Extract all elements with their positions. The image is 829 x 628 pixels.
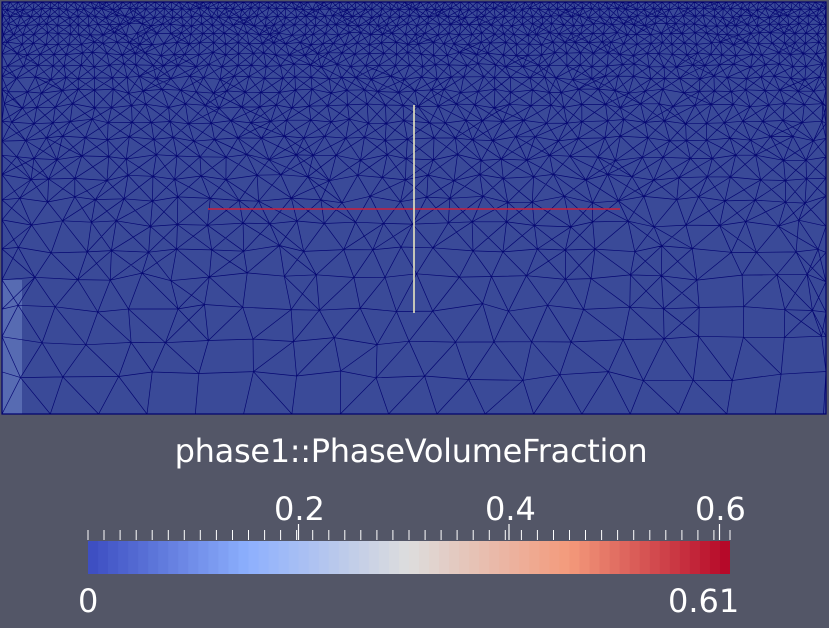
color-legend-bin: [719, 541, 730, 574]
color-legend-bin: [308, 541, 320, 574]
color-legend-tick-label: 0.2: [274, 490, 325, 528]
color-legend-bin: [108, 541, 119, 574]
color-legend-bin: [579, 541, 591, 574]
color-legend-bin: [368, 541, 380, 574]
color-legend-bin: [168, 541, 179, 574]
color-legend-bin: [148, 541, 159, 574]
color-legend-bin: [489, 541, 500, 574]
color-legend-bin: [479, 541, 490, 574]
color-legend-bin: [228, 541, 240, 574]
color-legend-bin: [459, 541, 470, 574]
color-legend-bin: [98, 541, 109, 574]
color-legend-bin: [138, 541, 149, 574]
color-legend-bar: [88, 541, 730, 574]
color-legend-bin: [318, 541, 330, 574]
color-legend-bin: [409, 541, 420, 574]
color-legend-bin: [198, 541, 209, 574]
mesh-wireframe: [2, 2, 826, 414]
color-legend-bin: [338, 541, 350, 574]
color-legend-bin: [599, 541, 611, 574]
color-legend-bin: [659, 541, 671, 574]
color-legend-title: phase1::PhaseVolumeFraction: [174, 432, 648, 470]
color-legend-bin: [439, 541, 450, 574]
mesh-border: [1, 1, 827, 415]
color-legend-bin: [449, 541, 460, 574]
color-legend-range-max: 0.61: [668, 582, 740, 620]
color-legend-bin: [649, 541, 661, 574]
color-legend-bin: [539, 541, 551, 574]
color-legend-bin: [118, 541, 129, 574]
color-legend-bin: [589, 541, 601, 574]
color-legend-bin: [699, 541, 711, 574]
color-legend-bin: [619, 541, 631, 574]
color-legend-bin: [398, 541, 410, 574]
color-legend-bin: [208, 541, 220, 574]
color-legend-bin: [629, 541, 641, 574]
color-legend-bin: [499, 541, 510, 574]
mesh-edge-gradient: [2, 280, 22, 414]
color-legend-bin: [178, 541, 189, 574]
color-legend-bin: [348, 541, 360, 574]
color-legend-bin: [569, 541, 581, 574]
color-legend-bin: [689, 541, 701, 574]
color-legend-bin: [248, 541, 260, 574]
color-legend-bin: [429, 541, 440, 574]
color-legend-bin: [358, 541, 370, 574]
color-legend-bin: [519, 541, 530, 574]
color-legend-bin: [158, 541, 169, 574]
color-legend-bin: [128, 541, 139, 574]
color-legend-bin: [469, 541, 480, 574]
color-legend-bin: [419, 541, 430, 574]
color-legend-range-min: 0: [78, 582, 99, 620]
color-legend-tick-label: 0.4: [485, 490, 536, 528]
color-legend-bin: [529, 541, 541, 574]
color-legend-bin: [559, 541, 571, 574]
color-legend-bin: [238, 541, 250, 574]
color-legend-bin: [298, 541, 310, 574]
color-legend-bin: [549, 541, 561, 574]
color-legend-bin: [509, 541, 520, 574]
color-legend-tick-label: 0.6: [695, 490, 746, 528]
color-legend-bin: [278, 541, 290, 574]
color-legend-bin: [669, 541, 681, 574]
color-legend-bin: [679, 541, 691, 574]
color-legend-bin: [378, 541, 390, 574]
color-legend-bin: [328, 541, 340, 574]
color-legend-bin: [639, 541, 651, 574]
color-legend-bin: [268, 541, 280, 574]
color-legend-bin: [709, 541, 721, 574]
color-legend-bin: [258, 541, 270, 574]
color-legend-bin: [88, 541, 99, 574]
color-legend-bin: [609, 541, 621, 574]
color-legend-bin: [288, 541, 300, 574]
color-legend-bin: [388, 541, 400, 574]
color-legend-bin: [218, 541, 230, 574]
color-legend-bin: [188, 541, 199, 574]
